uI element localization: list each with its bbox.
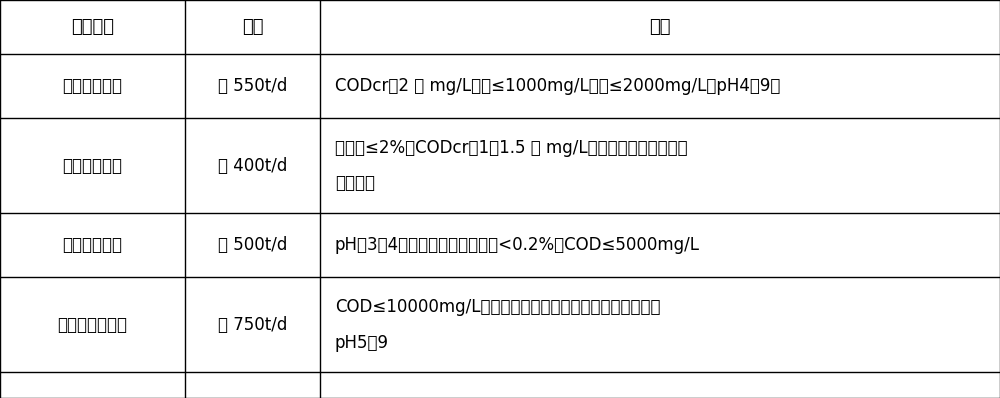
Text: 水量: 水量 <box>242 18 263 36</box>
Text: CODcr：2 万 mg/L；酚≤1000mg/L；醛≤2000mg/L；pH4～9；: CODcr：2 万 mg/L；酚≤1000mg/L；醛≤2000mg/L；pH4… <box>335 77 780 95</box>
Text: COD≤10000mg/L，含有少量甲醛、甲苯、甘油、醋酸等；: COD≤10000mg/L，含有少量甲醛、甲苯、甘油、醋酸等； <box>335 298 660 316</box>
Text: 六碳糖等: 六碳糖等 <box>335 174 375 193</box>
Text: 氯化钠≤2%；CODcr：1～1.5 万 mg/L；含有木质素、木糖、: 氯化钠≤2%；CODcr：1～1.5 万 mg/L；含有木质素、木糖、 <box>335 139 688 157</box>
Text: 水质: 水质 <box>649 18 671 36</box>
Text: 约 550t/d: 约 550t/d <box>218 77 287 95</box>
Text: 酚醛生产废水: 酚醛生产废水 <box>62 77 122 95</box>
Text: 约 500t/d: 约 500t/d <box>218 236 287 254</box>
Text: 约 400t/d: 约 400t/d <box>218 156 287 175</box>
Text: 丙糖生产废水: 丙糖生产废水 <box>62 156 122 175</box>
Text: 其它综合生废水: 其它综合生废水 <box>58 316 128 334</box>
Text: 约 750t/d: 约 750t/d <box>218 316 287 334</box>
Text: 废水种类: 废水种类 <box>71 18 114 36</box>
Text: pH5～9: pH5～9 <box>335 334 389 352</box>
Text: 木糖生产废水: 木糖生产废水 <box>62 236 122 254</box>
Text: pH：3～4；少量有机酸；含盐量<0.2%；COD≤5000mg/L: pH：3～4；少量有机酸；含盐量<0.2%；COD≤5000mg/L <box>335 236 700 254</box>
